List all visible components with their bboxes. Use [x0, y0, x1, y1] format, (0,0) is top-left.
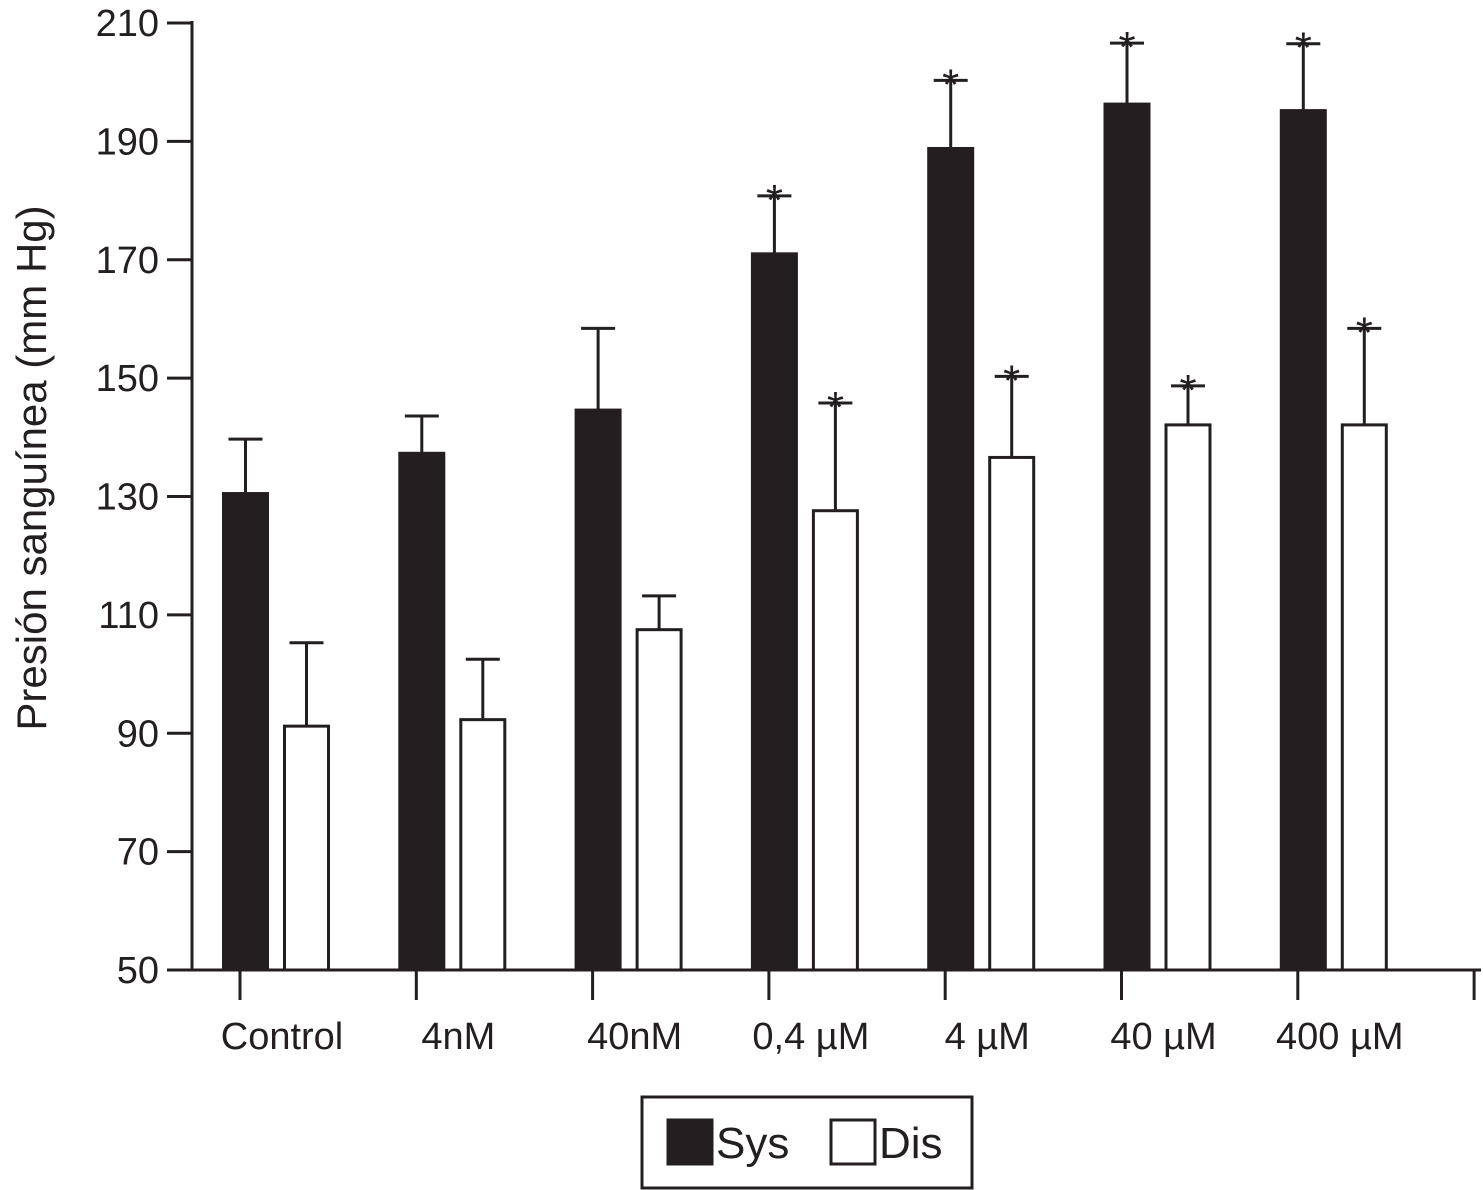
y-axis-title: Presión sanguínea (mm Hg) [8, 205, 55, 730]
legend-label-sys: Sys [716, 1119, 789, 1168]
y-tick-label: 170 [96, 240, 159, 282]
sys-bar [1103, 102, 1151, 972]
dis-bar [283, 724, 330, 972]
x-tick-label: Control [221, 1016, 344, 1058]
significance-marker: * [942, 60, 959, 109]
x-tick-label: 40nM [587, 1016, 682, 1058]
sys-bar [574, 408, 622, 972]
sys-bar-group [222, 437, 269, 972]
dis-bar-group [459, 657, 507, 972]
dis-bar-group [635, 594, 683, 972]
dis-bar [811, 509, 859, 972]
significance-marker: * [1118, 23, 1135, 72]
significance-marker: * [1003, 356, 1020, 405]
y-tick-label: 190 [96, 121, 159, 163]
legend-swatch-dis [829, 1118, 877, 1166]
dis-bar-group: * [1164, 366, 1212, 972]
legend-swatch-sys [666, 1118, 714, 1166]
sys-bar [222, 492, 269, 972]
legend-label-dis: Dis [879, 1119, 943, 1168]
legend: Sys Dis [640, 1095, 974, 1190]
dis-bar [988, 455, 1036, 972]
significance-marker: * [766, 176, 783, 225]
sys-bar-group: * [750, 176, 798, 972]
y-tick-label: 150 [96, 358, 159, 400]
sys-bar-group [398, 414, 446, 972]
sys-bar [927, 146, 975, 972]
sys-bar-group: * [1103, 23, 1151, 972]
x-tick-label: 4 µM [945, 1016, 1030, 1058]
x-tick-label: 0,4 µM [752, 1016, 869, 1058]
bars: * * * * * * * * [222, 23, 1388, 972]
significance-marker: * [1179, 366, 1196, 415]
dis-bar-group [283, 641, 330, 972]
significance-marker: * [1356, 308, 1373, 357]
dis-bar [459, 718, 507, 972]
dis-bar [1340, 423, 1388, 972]
x-tick-label: 400 µM [1276, 1016, 1404, 1058]
dis-bar [1164, 423, 1212, 972]
dis-bar [635, 628, 683, 972]
significance-marker: * [1295, 24, 1312, 73]
dis-bar-group: * [988, 356, 1036, 972]
y-tick-label: 110 [98, 595, 159, 637]
sys-bar [750, 252, 798, 972]
y-tick-label: 90 [117, 713, 159, 755]
sys-bar [1279, 109, 1327, 972]
x-axis: Control 4nM 40nM 0,4 µM 4 µM 40 µM 400 µM [192, 968, 1481, 1058]
sys-bar-group: * [1279, 24, 1327, 972]
y-tick-label: 130 [96, 477, 159, 519]
x-tick-label: 4nM [421, 1016, 495, 1058]
y-tick-label: 70 [117, 832, 159, 874]
significance-marker: * [827, 383, 844, 432]
sys-bar-group [574, 326, 622, 972]
x-tick-label: 40 µM [1110, 1016, 1216, 1058]
y-axis: 50 70 90 110 130 150 170 190 210 [96, 3, 194, 992]
sys-bar-group: * [927, 60, 975, 972]
y-tick-label: 50 [117, 950, 159, 992]
y-tick-label: 210 [96, 3, 159, 45]
dis-bar-group: * [1340, 308, 1388, 972]
dis-bar-group: * [811, 383, 859, 972]
sys-bar [398, 451, 446, 972]
